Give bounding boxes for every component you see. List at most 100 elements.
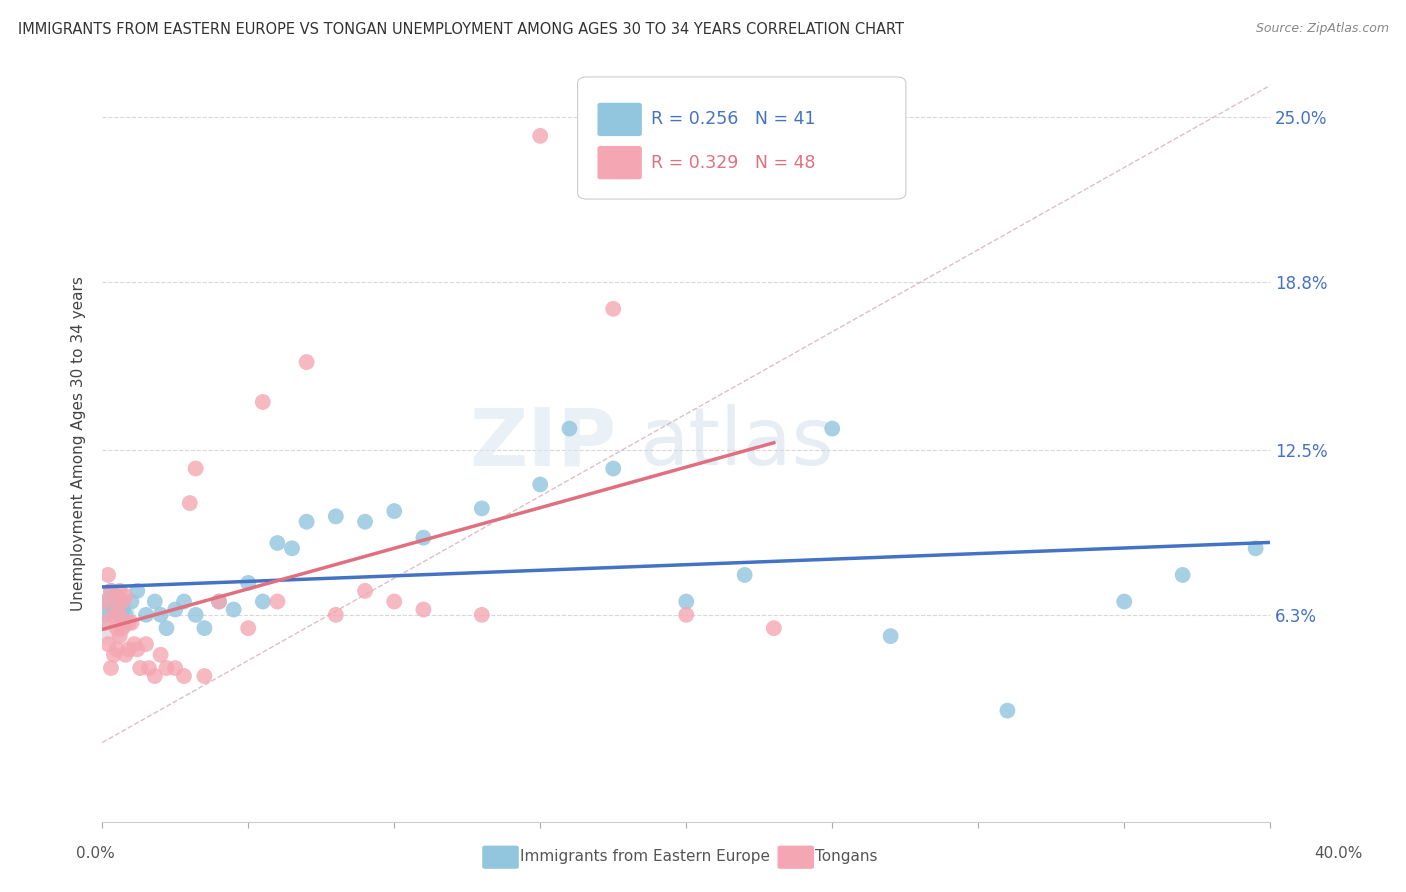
- Point: [120, 615, 142, 630]
- Point: [675, 607, 697, 622]
- Point: [602, 461, 624, 475]
- FancyBboxPatch shape: [578, 77, 905, 199]
- Point: [382, 504, 405, 518]
- Point: [114, 589, 136, 603]
- Point: [997, 704, 1019, 718]
- Point: [295, 355, 318, 369]
- Point: [179, 496, 201, 510]
- Text: IMMIGRANTS FROM EASTERN EUROPE VS TONGAN UNEMPLOYMENT AMONG AGES 30 TO 34 YEARS : IMMIGRANTS FROM EASTERN EUROPE VS TONGAN…: [18, 22, 904, 37]
- Point: [238, 621, 260, 635]
- Text: atlas: atlas: [640, 404, 834, 483]
- Point: [325, 607, 347, 622]
- Point: [471, 501, 494, 516]
- Point: [127, 642, 149, 657]
- Point: [602, 301, 624, 316]
- Point: [184, 461, 207, 475]
- Point: [97, 568, 120, 582]
- Point: [108, 607, 131, 622]
- Point: [165, 661, 187, 675]
- Point: [149, 607, 172, 622]
- Point: [103, 648, 125, 662]
- Point: [94, 607, 117, 622]
- Point: [266, 536, 288, 550]
- Point: [97, 594, 120, 608]
- Point: [193, 669, 215, 683]
- Text: 0.0%: 0.0%: [76, 846, 115, 861]
- Point: [114, 648, 136, 662]
- Point: [143, 669, 166, 683]
- Text: 40.0%: 40.0%: [1315, 846, 1362, 861]
- Point: [117, 615, 139, 630]
- Point: [129, 661, 152, 675]
- Y-axis label: Unemployment Among Ages 30 to 34 years: Unemployment Among Ages 30 to 34 years: [72, 276, 86, 611]
- Point: [325, 509, 347, 524]
- Point: [94, 615, 117, 630]
- Point: [208, 594, 231, 608]
- Point: [382, 594, 405, 608]
- FancyBboxPatch shape: [598, 146, 643, 179]
- Point: [114, 607, 136, 622]
- Point: [252, 395, 274, 409]
- Point: [675, 594, 697, 608]
- Point: [734, 568, 756, 582]
- Point: [105, 621, 128, 635]
- Point: [762, 621, 785, 635]
- Point: [111, 594, 134, 608]
- Point: [558, 421, 581, 435]
- Point: [821, 421, 844, 435]
- Point: [111, 602, 134, 616]
- Text: Tongans: Tongans: [815, 849, 877, 863]
- Point: [135, 637, 157, 651]
- Point: [1171, 568, 1194, 582]
- Point: [100, 607, 122, 622]
- Point: [1114, 594, 1136, 608]
- Point: [97, 637, 120, 651]
- Point: [165, 602, 187, 616]
- Point: [173, 669, 195, 683]
- Point: [94, 594, 117, 608]
- Point: [155, 621, 177, 635]
- Point: [108, 629, 131, 643]
- Point: [127, 583, 149, 598]
- Point: [354, 583, 377, 598]
- Point: [100, 661, 122, 675]
- Point: [252, 594, 274, 608]
- Point: [1244, 541, 1267, 556]
- Point: [266, 594, 288, 608]
- Point: [100, 583, 122, 598]
- Point: [108, 607, 131, 622]
- Point: [135, 607, 157, 622]
- Text: Source: ZipAtlas.com: Source: ZipAtlas.com: [1256, 22, 1389, 36]
- Text: R = 0.329   N = 48: R = 0.329 N = 48: [651, 153, 815, 171]
- Point: [138, 661, 160, 675]
- Point: [238, 575, 260, 590]
- Point: [412, 531, 434, 545]
- Point: [124, 637, 146, 651]
- Point: [105, 594, 128, 608]
- Point: [143, 594, 166, 608]
- Point: [529, 477, 551, 491]
- Point: [529, 128, 551, 143]
- Text: ZIP: ZIP: [468, 404, 616, 483]
- Point: [173, 594, 195, 608]
- Point: [193, 621, 215, 635]
- Point: [208, 594, 231, 608]
- Point: [108, 583, 131, 598]
- Point: [295, 515, 318, 529]
- Text: R = 0.256   N = 41: R = 0.256 N = 41: [651, 111, 815, 128]
- Point: [120, 594, 142, 608]
- Point: [354, 515, 377, 529]
- Text: Immigrants from Eastern Europe: Immigrants from Eastern Europe: [520, 849, 770, 863]
- Point: [471, 607, 494, 622]
- Point: [281, 541, 304, 556]
- Point: [97, 615, 120, 630]
- Point: [103, 602, 125, 616]
- Point: [117, 642, 139, 657]
- Point: [222, 602, 245, 616]
- Point: [111, 621, 134, 635]
- Point: [155, 661, 177, 675]
- Point: [879, 629, 901, 643]
- Point: [105, 642, 128, 657]
- Point: [105, 589, 128, 603]
- Point: [149, 648, 172, 662]
